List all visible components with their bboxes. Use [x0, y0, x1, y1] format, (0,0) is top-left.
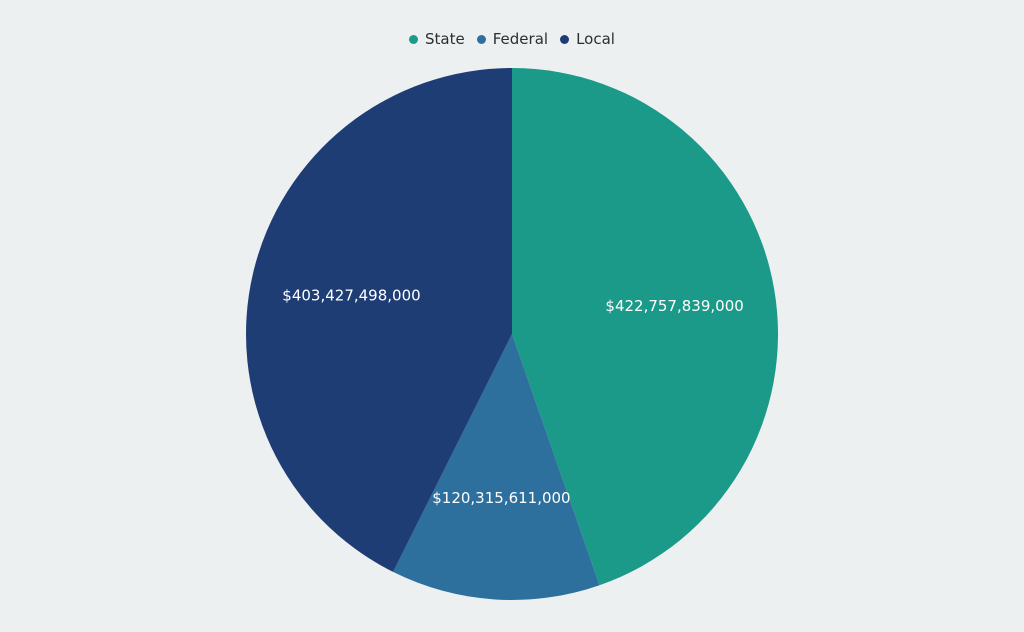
pie-slice-state[interactable]: [512, 68, 778, 586]
legend-item-local[interactable]: Local: [560, 30, 615, 48]
legend-label-state: State: [425, 30, 465, 48]
slice-label-local: $403,427,498,000: [282, 287, 420, 305]
legend-marker-local: [560, 34, 570, 44]
legend-item-federal[interactable]: Federal: [476, 30, 549, 48]
legend-marker-federal: [476, 34, 486, 44]
legend-item-state[interactable]: State: [409, 30, 465, 48]
legend-label-federal: Federal: [492, 30, 549, 48]
slice-label-state: $422,757,839,000: [605, 297, 743, 315]
legend-marker-state: [409, 34, 419, 44]
legend-label-local: Local: [576, 30, 615, 48]
pie-slice-local[interactable]: [245, 68, 512, 572]
slice-label-federal: $120,315,611,000: [432, 489, 570, 507]
chart-legend: State Federal Local: [0, 28, 1024, 50]
pie-slice-federal[interactable]: [393, 334, 600, 600]
